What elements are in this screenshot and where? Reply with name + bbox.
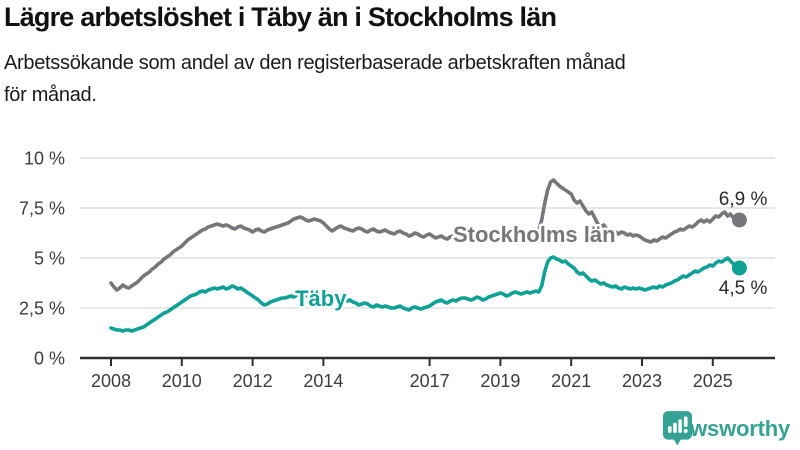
y-axis-label-2-5: 2,5 % (19, 299, 65, 319)
x-axis-label-2008: 2008 (91, 371, 131, 391)
series-label-taby: Täby (295, 286, 347, 311)
chart-subtitle-line-2: för månad. (4, 84, 97, 107)
series-line-taby (109, 255, 742, 333)
newsworthy-logo[interactable]: Newsworthy (662, 410, 790, 448)
newsworthy-pin-barchart-icon (663, 411, 693, 446)
y-axis-label-0: 0 % (34, 349, 65, 369)
x-axis-label-2014: 2014 (303, 371, 343, 391)
y-axis-label-7-5: 7,5 % (19, 199, 65, 219)
end-value-label-stockholms-lan: 6,9 % (719, 189, 768, 210)
x-axis-label-2023: 2023 (622, 371, 662, 391)
bar-chart-glyph (668, 416, 689, 434)
x-axis-label-2012: 2012 (233, 371, 273, 391)
exclamation-dot (684, 428, 689, 434)
x-axis-label-2017: 2017 (410, 371, 450, 391)
chart-subtitle-line-1: Arbetssökande som andel av den registerb… (4, 52, 626, 75)
chart-header: Lägre arbetslöshet i Täby än i Stockholm… (4, 2, 784, 111)
y-axis-label-10: 10 % (24, 149, 65, 169)
y-axis-label-5: 5 % (34, 249, 65, 269)
series-end-dot-taby (731, 260, 747, 276)
chart-subtitle: Arbetssökande som andel av den registerb… (4, 47, 784, 111)
x-axis-label-2021: 2021 (551, 371, 591, 391)
series-line-stockholms-lan (109, 178, 742, 292)
x-axis-label-2025: 2025 (693, 371, 733, 391)
series-end-dot-stockholms-lan (731, 212, 747, 228)
chart-title: Lägre arbetslöshet i Täby än i Stockholm… (4, 2, 557, 32)
exclamation-stem (684, 416, 688, 428)
series-label-stockholms-lan: Stockholms län (453, 222, 616, 247)
x-axis-label-2010: 2010 (162, 371, 202, 391)
x-axis-label-2019: 2019 (480, 371, 520, 391)
end-value-label-taby: 4,5 % (719, 278, 768, 299)
pin-shape (663, 411, 693, 446)
